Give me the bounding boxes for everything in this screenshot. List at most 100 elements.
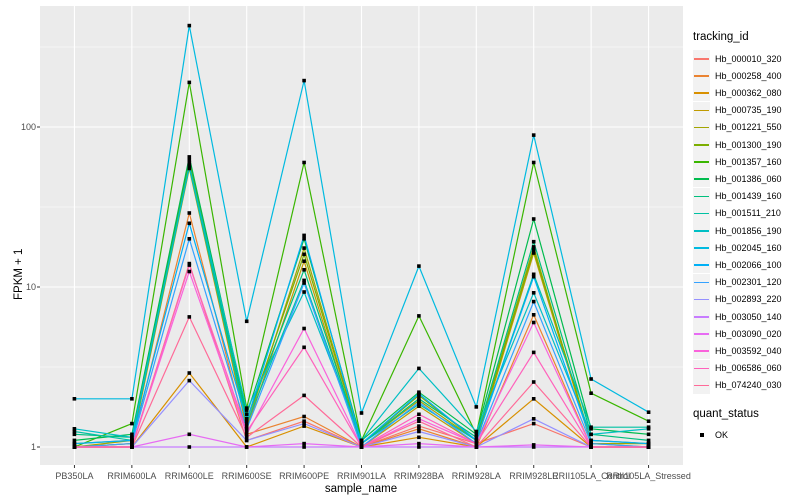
x-tick-label: RRII105LA_Control xyxy=(552,471,631,481)
data-point xyxy=(359,445,364,449)
y-tick-label: 1 xyxy=(30,442,36,452)
data-point xyxy=(646,427,651,431)
legend-item-label: Hb_002066_100 xyxy=(715,259,782,270)
data-point xyxy=(187,164,192,168)
legend-item-Hb_002301_120: Hb_002301_120 xyxy=(693,273,782,291)
data-point xyxy=(244,406,249,410)
data-point xyxy=(244,421,249,426)
data-point xyxy=(72,429,77,434)
data-point xyxy=(531,320,536,325)
legend-item-Hb_000362_080: Hb_000362_080 xyxy=(693,84,782,102)
data-point xyxy=(474,432,479,437)
data-point xyxy=(646,441,651,446)
data-point xyxy=(531,251,536,255)
legend-key-line-icon xyxy=(693,170,710,188)
y-tick-label: 10 xyxy=(25,282,36,292)
data-point xyxy=(302,160,306,165)
data-point xyxy=(417,404,421,408)
legend-item-label: Hb_002301_120 xyxy=(715,277,782,288)
data-point xyxy=(531,245,536,249)
data-point xyxy=(417,427,421,431)
data-point xyxy=(474,445,479,449)
data-point xyxy=(187,80,192,85)
data-point xyxy=(72,397,77,401)
legend-key-line-icon xyxy=(693,67,710,85)
color-legend-title: tracking_id xyxy=(693,31,749,43)
data-point xyxy=(417,397,421,401)
data-point xyxy=(417,402,421,407)
legend-key-line-icon xyxy=(693,204,710,222)
legend-item-Hb_001439_160: Hb_001439_160 xyxy=(693,187,782,205)
black-square-marker-icon xyxy=(693,426,710,443)
data-point xyxy=(302,419,306,423)
data-point xyxy=(417,314,421,318)
data-point xyxy=(417,400,421,405)
legend-item-Hb_001511_210: Hb_001511_210 xyxy=(693,204,781,222)
data-point xyxy=(531,443,536,447)
data-point xyxy=(589,377,593,381)
x-tick-label: RRIM928LA xyxy=(451,471,501,481)
x-tick-label: PB350LA xyxy=(55,471,94,481)
data-point xyxy=(589,441,593,446)
legend-key-line-icon xyxy=(693,308,710,325)
data-point xyxy=(646,438,651,443)
x-tick-label: RRIM901LA xyxy=(336,471,387,481)
data-point xyxy=(130,432,134,437)
data-point xyxy=(187,269,192,274)
data-point xyxy=(531,397,536,401)
data-point xyxy=(531,239,536,244)
data-point xyxy=(531,217,536,221)
data-point xyxy=(244,427,249,431)
data-point xyxy=(302,441,306,446)
data-point xyxy=(187,371,192,375)
legend-item-Hb_001221_550: Hb_001221_550 xyxy=(693,118,782,136)
legend-item-label: Hb_000735_190 xyxy=(715,105,782,116)
legend-item-label: Hb_003592_040 xyxy=(715,345,782,356)
data-point xyxy=(187,221,192,226)
data-point xyxy=(187,378,192,383)
data-point xyxy=(302,326,306,331)
data-point xyxy=(187,160,192,165)
data-point xyxy=(417,441,421,446)
data-point xyxy=(187,237,192,241)
data-point xyxy=(72,427,77,431)
data-point xyxy=(187,158,192,162)
data-point xyxy=(531,248,536,252)
data-point xyxy=(646,419,651,423)
legend-item-label: Hb_000362_080 xyxy=(715,87,782,98)
legend-key-line-icon xyxy=(693,50,710,67)
legend-key-line-icon xyxy=(693,101,710,119)
legend-item-Hb_003050_140: Hb_003050_140 xyxy=(693,308,782,325)
data-point xyxy=(417,264,421,268)
data-point xyxy=(72,438,77,443)
legend-item-label: Hb_003050_140 xyxy=(715,311,782,322)
data-point xyxy=(244,319,249,324)
data-point xyxy=(417,392,421,396)
legend-item-Hb_006586_060: Hb_006586_060 xyxy=(693,359,782,377)
legend-item-Hb_002893_220: Hb_002893_220 xyxy=(693,290,782,308)
legend-key-line-icon xyxy=(693,290,710,308)
legend-item-Hb_000010_320: Hb_000010_320 xyxy=(693,50,782,67)
legend-key-line-icon xyxy=(693,153,710,171)
legend-item-Hb_001300_190: Hb_001300_190 xyxy=(693,136,782,153)
data-point xyxy=(302,290,306,294)
data-point xyxy=(417,412,421,417)
data-point xyxy=(589,391,593,395)
data-point xyxy=(302,424,306,428)
data-point xyxy=(244,419,249,423)
data-point xyxy=(302,233,306,238)
legend-item-Hb_003592_040: Hb_003592_040 xyxy=(693,342,782,360)
data-point xyxy=(130,445,134,449)
data-point xyxy=(302,237,306,241)
legend-item-label: Hb_001439_160 xyxy=(715,191,782,202)
data-point xyxy=(302,246,306,250)
legend-item-Hb_001386_060: Hb_001386_060 xyxy=(693,170,782,188)
y-axis-title: FPKM + 1 xyxy=(13,248,25,300)
data-point xyxy=(531,133,536,137)
x-axis-title: sample_name xyxy=(324,483,398,495)
data-point xyxy=(244,432,249,437)
legend-item-label: Hb_002045_160 xyxy=(715,242,782,253)
legend-key-line-icon xyxy=(693,376,710,394)
data-point xyxy=(302,445,306,449)
